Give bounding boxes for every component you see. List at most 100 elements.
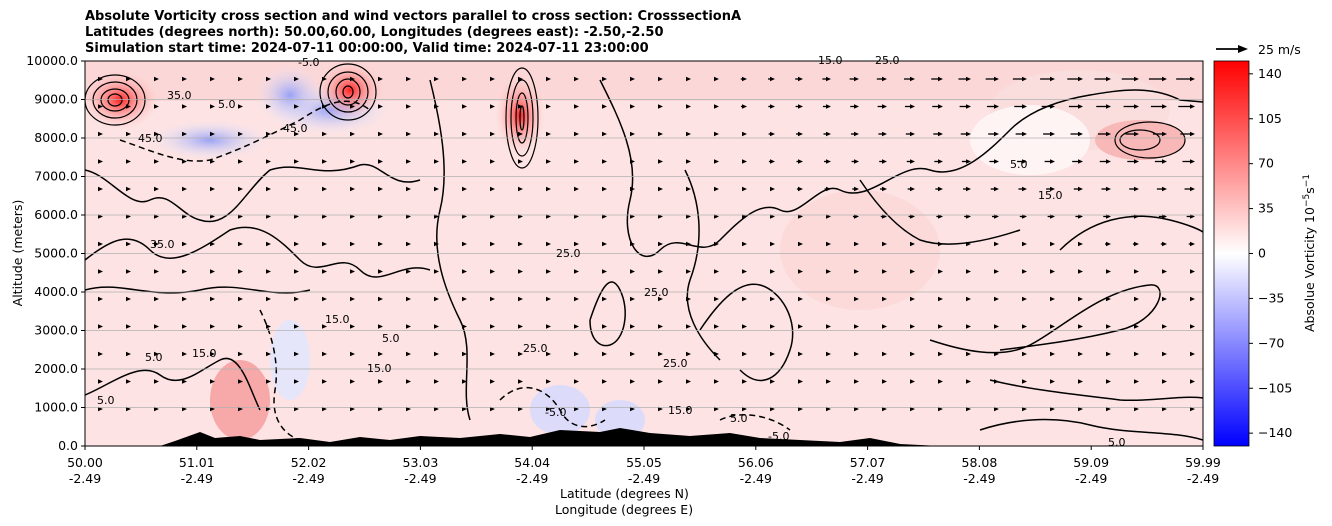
wind-vector-head: [490, 104, 495, 109]
wind-vector-head: [882, 241, 887, 247]
wind-vector-head: [602, 159, 607, 164]
contour-label: -5.0: [768, 430, 789, 443]
wind-vector-head: [378, 186, 383, 192]
wind-vector-head: [1106, 269, 1111, 274]
wind-vector-head: [910, 104, 915, 109]
wind-vector-head: [574, 296, 579, 302]
wind-vector-head: [126, 324, 131, 329]
wind-vector-head: [574, 351, 579, 357]
contour-label: 45.0: [138, 132, 163, 145]
wind-vector-head: [1022, 186, 1027, 192]
wind-vector-head: [798, 76, 803, 82]
wind-vector-head: [462, 241, 467, 247]
wind-vector-head: [490, 76, 495, 82]
wind-vector-head: [1106, 351, 1111, 357]
wind-vector-head: [1162, 104, 1167, 109]
wind-vector-head: [1190, 104, 1195, 109]
wind-vector-head: [126, 159, 131, 164]
wind-vector-head: [378, 241, 383, 247]
wind-vector-head: [1134, 159, 1139, 164]
wind-vector-head: [210, 351, 215, 357]
wind-vector-head: [602, 104, 607, 109]
wind-vector-head: [490, 241, 495, 247]
wind-vector-head: [1078, 131, 1083, 137]
wind-vector-head: [658, 131, 663, 137]
wind-vector-head: [98, 104, 103, 109]
wind-vector-head: [462, 186, 467, 192]
vorticity-field: [85, 61, 1203, 446]
wind-vector-head: [518, 324, 523, 329]
wind-vector-head: [518, 104, 523, 109]
wind-vector-head: [1022, 159, 1027, 164]
wind-vector-head: [266, 104, 271, 109]
x-tick-label-lat: 58.08: [962, 455, 998, 470]
wind-vector-head: [154, 159, 159, 164]
wind-vector-head: [462, 159, 467, 164]
wind-vector-head: [714, 351, 719, 357]
contour-label: 5.0: [730, 412, 748, 425]
colorbar-tick-label: 70: [1258, 156, 1274, 171]
wind-vector-head: [686, 159, 691, 164]
wind-vector-head: [1106, 379, 1111, 384]
wind-vector-head: [238, 296, 243, 302]
wind-vector-head: [350, 159, 355, 164]
wind-vector-head: [434, 104, 439, 109]
wind-vector-head: [154, 186, 159, 192]
wind-vector-head: [406, 324, 411, 329]
wind-vector-head: [378, 269, 383, 274]
wind-vector-head: [434, 351, 439, 357]
wind-vector-head: [462, 269, 467, 274]
wind-vector-head: [1190, 351, 1195, 357]
x-tick-label-lat: 57.07: [850, 455, 886, 470]
wind-vector-head: [910, 296, 915, 302]
wind-vector-head: [854, 159, 859, 164]
wind-vector-head: [1134, 269, 1139, 274]
wind-vector-head: [350, 104, 355, 109]
wind-vector-head: [742, 76, 747, 82]
wind-vector-head: [770, 159, 775, 164]
wind-vector-head: [98, 131, 103, 137]
wind-vector-head: [1162, 379, 1167, 384]
wind-vector-head: [742, 324, 747, 329]
wind-vector-head: [182, 269, 187, 274]
wind-vector-head: [602, 379, 607, 384]
wind-vector-head: [826, 131, 831, 137]
wind-vector-head: [266, 269, 271, 274]
title-line-2: Latitudes (degrees north): 50.00,60.00, …: [85, 25, 664, 40]
wind-vector-head: [882, 351, 887, 357]
wind-vector-head: [434, 324, 439, 329]
wind-vector-head: [966, 296, 971, 302]
wind-vector-head: [1190, 296, 1195, 302]
wind-vector-head: [854, 379, 859, 384]
contour-label: 25.0: [663, 357, 688, 370]
wind-vector-head: [350, 296, 355, 302]
wind-vector-head: [910, 159, 915, 164]
wind-vector-head: [182, 76, 187, 82]
wind-vector-head: [98, 186, 103, 192]
wind-vector-head: [406, 269, 411, 274]
terrain: [85, 428, 940, 446]
wind-vector-head: [294, 379, 299, 384]
wind-vector-head: [98, 269, 103, 274]
wind-vector-head: [630, 186, 635, 192]
colorbar-tick-label: −35: [1258, 290, 1284, 305]
wind-vector-head: [994, 241, 999, 247]
wind-vector-head: [490, 186, 495, 192]
colorbar-tick-label: 105: [1258, 111, 1282, 126]
wind-vector-head: [658, 159, 663, 164]
wind-vector-head: [1050, 131, 1055, 137]
wind-vector-head: [1078, 186, 1083, 192]
contour-label: 5.0: [1010, 158, 1028, 171]
contour-label: 5.0: [382, 332, 400, 345]
wind-vector-head: [1162, 186, 1167, 192]
wind-vector-head: [686, 104, 691, 109]
wind-vector-head: [1022, 241, 1027, 247]
x-tick-label-lon: -2.49: [740, 471, 772, 486]
wind-vector-head: [210, 104, 215, 109]
wind-vector-head: [378, 351, 383, 357]
wind-vector-head: [1022, 131, 1027, 137]
wind-vector-head: [994, 131, 999, 137]
wind-vector-head: [854, 324, 859, 329]
wind-vector-head: [182, 159, 187, 164]
wind-vector-head: [210, 159, 215, 164]
